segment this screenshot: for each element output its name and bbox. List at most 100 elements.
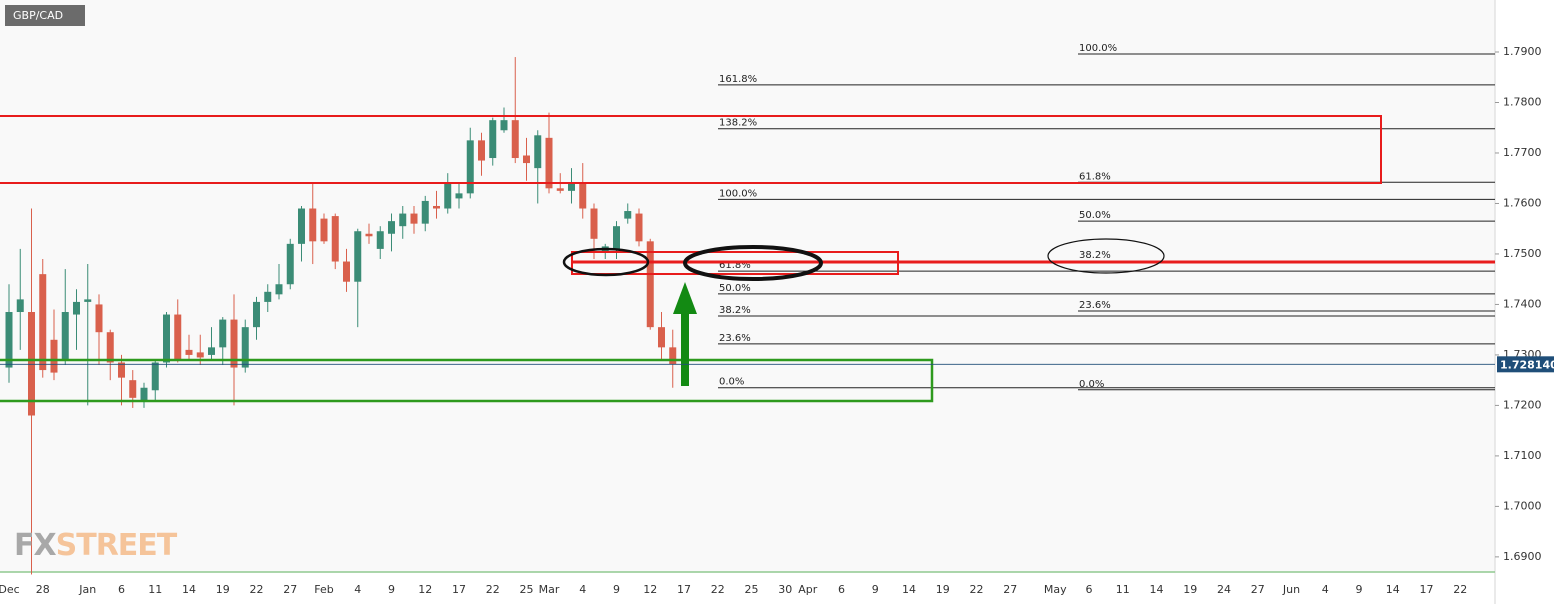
fib-label: 50.0% — [719, 283, 751, 294]
candle-body — [635, 213, 643, 242]
x-tick-label: 22 — [970, 583, 984, 596]
candle-body — [320, 218, 328, 242]
x-tick-label: 14 — [182, 583, 196, 596]
fib-label: 100.0% — [1079, 43, 1117, 54]
x-tick-label: 17 — [677, 583, 691, 596]
y-tick-label: 1.7400 — [1503, 297, 1542, 310]
candle-body — [579, 183, 587, 209]
plot-layer: 1.69001.70001.71001.72001.73001.74001.75… — [0, 43, 1542, 596]
candle-body — [376, 231, 384, 249]
fib-label: 0.0% — [1079, 379, 1104, 390]
y-tick-label: 1.7200 — [1503, 398, 1542, 411]
candle-body — [309, 208, 317, 242]
candle-body — [39, 274, 47, 371]
candle-body — [298, 208, 305, 244]
x-tick-label: 19 — [936, 583, 950, 596]
logo: FXSTREET — [14, 528, 178, 563]
candle-body — [286, 243, 294, 285]
x-tick-label: 9 — [1356, 583, 1363, 596]
x-tick-label: 9 — [613, 583, 620, 596]
candle-body — [331, 216, 339, 262]
candle-body — [118, 362, 125, 378]
candle-body — [185, 349, 193, 355]
y-tick-label: 1.7500 — [1503, 247, 1542, 260]
candle-body — [343, 261, 350, 282]
x-tick-label: 11 — [1116, 583, 1130, 596]
x-tick-label: Jun — [1282, 583, 1300, 596]
y-tick-label: 1.7100 — [1503, 449, 1542, 462]
candle-body — [208, 347, 215, 355]
fib-label: 38.2% — [719, 305, 751, 316]
x-tick-label: 19 — [216, 583, 230, 596]
candle-body — [410, 213, 418, 224]
logo-fx: FX — [14, 528, 56, 563]
arrow-head — [673, 282, 697, 314]
x-tick-label: 4 — [354, 583, 361, 596]
candle-body — [511, 120, 519, 159]
x-tick-label: 19 — [1183, 583, 1197, 596]
candle-body — [669, 347, 677, 365]
highlight-ellipse — [1047, 238, 1165, 274]
candle-body — [545, 137, 553, 189]
candle-body — [523, 155, 530, 164]
candle-body — [5, 312, 13, 368]
candle-body — [489, 120, 497, 159]
x-tick-label: 22 — [711, 583, 725, 596]
last-price-box — [1497, 356, 1554, 373]
candle-body — [624, 211, 632, 219]
candle-body — [16, 299, 24, 313]
x-tick-label: 30 — [778, 583, 792, 596]
fib-label: 61.8% — [1079, 171, 1111, 182]
fib-label: 138.2% — [719, 118, 757, 129]
candle-body — [500, 120, 508, 131]
x-tick-label: 27 — [1251, 583, 1265, 596]
x-tick-label: 22 — [486, 583, 500, 596]
candle-body — [534, 135, 542, 169]
x-tick-label: 24 — [1217, 583, 1231, 596]
fib-label: 161.8% — [719, 74, 757, 85]
x-tick-label: Feb — [314, 583, 333, 596]
x-tick-label: 4 — [579, 583, 586, 596]
support-zone — [0, 358, 934, 403]
x-tick-label: 6 — [1086, 583, 1093, 596]
x-tick-label: 25 — [745, 583, 759, 596]
candle-body — [230, 319, 238, 368]
candle-body — [613, 226, 620, 249]
y-tick-label: 1.7800 — [1503, 95, 1542, 108]
x-tick-label: 27 — [1003, 583, 1017, 596]
candle-body — [219, 319, 227, 348]
fib-label: 0.0% — [719, 377, 744, 388]
x-tick-label: Apr — [798, 583, 818, 596]
candle-body — [253, 301, 260, 328]
fib-label: 23.6% — [1079, 300, 1111, 311]
candle-body — [106, 332, 114, 363]
x-tick-label: Jan — [78, 583, 96, 596]
x-tick-label: 22 — [250, 583, 264, 596]
x-tick-label: 6 — [118, 583, 125, 596]
candle-body — [590, 208, 598, 239]
x-tick-label: 11 — [148, 583, 162, 596]
candle-body — [241, 327, 249, 368]
resistance-zone — [0, 115, 1382, 184]
x-tick-label: 14 — [1150, 583, 1164, 596]
candle-body — [365, 233, 373, 237]
candle-body — [556, 188, 564, 191]
candle-body — [73, 301, 80, 315]
candle-body — [84, 299, 92, 302]
symbol-box — [5, 5, 85, 26]
fib-label: 38.2% — [1079, 250, 1111, 261]
x-tick-label: 14 — [902, 583, 916, 596]
x-tick-label: 9 — [872, 583, 879, 596]
candle-body — [95, 304, 103, 333]
candle-body — [433, 205, 440, 209]
candle-body — [455, 193, 463, 199]
x-tick-label: 22 — [1453, 583, 1467, 596]
x-tick-label: 4 — [1322, 583, 1329, 596]
candle-body — [658, 327, 665, 348]
y-tick-label: 1.6900 — [1503, 550, 1542, 563]
candle-body — [421, 200, 429, 224]
highlight-ellipse — [562, 247, 650, 277]
logo-street: STREET — [56, 528, 178, 563]
candle-body — [163, 314, 170, 363]
x-tick-label: May — [1044, 583, 1067, 596]
